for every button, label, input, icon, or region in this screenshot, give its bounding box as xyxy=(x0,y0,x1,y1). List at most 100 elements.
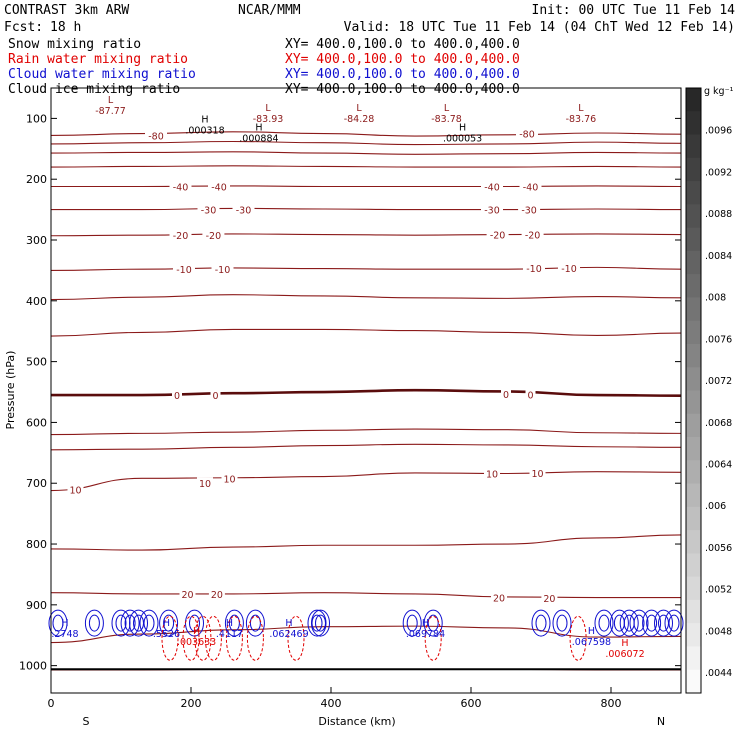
y-tick-label: 200 xyxy=(26,173,47,186)
contour-label: -40 xyxy=(523,183,539,194)
isotherm-5 xyxy=(50,443,682,451)
cloud-water-contour xyxy=(531,609,551,637)
contour-label: -40 xyxy=(484,183,500,194)
cloud-water-contour xyxy=(664,609,684,637)
high-value: .067598 xyxy=(572,637,611,648)
colorbar-swatch xyxy=(686,157,701,182)
colorbar: .0096 .0092 .0088 .0084 .008 .0076 .0072 .0068.… xyxy=(685,87,732,694)
cloud-water-contour xyxy=(642,609,662,637)
cloud-water-contour xyxy=(623,614,635,632)
y-tick-label: 600 xyxy=(26,416,47,429)
colorbar-swatch xyxy=(686,390,701,415)
field-snow-xy: XY= 400.0,100.0 to 400.0,400.0 xyxy=(285,37,520,52)
contour-label-background xyxy=(208,587,225,599)
contour-label: 20 xyxy=(211,590,223,601)
isotherm--30 xyxy=(50,207,682,211)
isotherm--10 xyxy=(50,266,682,271)
contour-label: -40 xyxy=(211,183,227,194)
cloud-water-contour xyxy=(427,614,439,632)
colorbar-swatch xyxy=(686,320,701,345)
cloud-water-contour xyxy=(668,614,680,632)
high-marker: H xyxy=(163,618,170,629)
cloud-water-contour xyxy=(598,614,610,632)
cloud-water-contour xyxy=(115,614,127,632)
colorbar-tick-label: .0068 xyxy=(705,418,732,429)
cloud-water-contour xyxy=(245,609,265,637)
contour-label-background xyxy=(523,261,545,273)
cloud-water-contour xyxy=(402,609,422,637)
rain-water-contour xyxy=(424,615,442,661)
colorbar-tick-label: .008 xyxy=(705,293,726,304)
contour-label-background xyxy=(501,387,511,399)
high-marker: H xyxy=(193,626,200,637)
colorbar-swatch xyxy=(686,460,701,485)
rain-water-contour xyxy=(194,615,212,661)
cloud-water-contour xyxy=(88,614,100,632)
isotherm--70 xyxy=(50,140,682,146)
low-value: -84.28 xyxy=(344,114,375,125)
high-value: .5526 xyxy=(153,629,180,640)
high-marker: H xyxy=(255,123,262,134)
isotherm--2 xyxy=(50,328,682,337)
contour-label-background xyxy=(169,229,192,241)
cloud-water-contour xyxy=(535,614,547,632)
y-tick-label: 1000 xyxy=(19,660,47,673)
rain-water-contour xyxy=(182,615,200,661)
colorbar-swatch xyxy=(686,367,701,391)
colorbar-swatch xyxy=(686,250,701,275)
plot-area: -80 -80 -40 -40 -40 -40 -30 -30 -30 -30 -20 -20 -20 -… xyxy=(48,87,684,694)
rain-water-contour xyxy=(287,615,305,661)
cloud-water-contour xyxy=(646,614,658,632)
contour-label: -10 xyxy=(526,264,542,275)
colorbar-swatch xyxy=(686,437,701,461)
contour-label: -80 xyxy=(148,131,164,142)
contour-label-background xyxy=(221,472,238,484)
x-tick-label: 600 xyxy=(461,697,482,710)
colorbar-swatch xyxy=(686,530,701,554)
contour-label-background xyxy=(481,180,503,192)
colorbar-tick-label: .0056 xyxy=(705,543,732,554)
colorbar-swatch xyxy=(686,646,701,671)
colorbar-swatch xyxy=(686,227,701,252)
high-marker: H xyxy=(201,115,208,126)
contour-label: 20 xyxy=(543,594,555,605)
isotherm--5 xyxy=(50,294,682,301)
isotherm--60 xyxy=(50,151,682,155)
contour-label: 10 xyxy=(223,474,235,485)
high-marker: H xyxy=(621,638,628,649)
y-tick-label: 100 xyxy=(26,112,47,125)
low-value: -87.77 xyxy=(95,106,126,117)
temperature-contours xyxy=(50,131,682,671)
field-cloud-ice-name: Cloud ice mixing ratio xyxy=(8,82,180,97)
isotherm-15 xyxy=(50,534,682,551)
isotherm--20 xyxy=(50,233,682,237)
colorbar-swatch xyxy=(686,413,701,438)
isotherm--40 xyxy=(51,185,682,188)
contour-label: -20 xyxy=(490,231,506,242)
colorbar-swatch xyxy=(686,111,701,136)
high-value: .2748 xyxy=(51,629,78,640)
rain-water-contour xyxy=(161,615,179,661)
rain-water-contour xyxy=(225,615,243,661)
cloud-water-contour xyxy=(307,609,327,637)
contour-label-background xyxy=(525,388,536,400)
colorbar-swatch xyxy=(686,88,701,112)
isotherm-20 xyxy=(50,592,681,599)
cloud-water-contour xyxy=(629,609,649,637)
colorbar-swatch xyxy=(686,506,701,531)
x-axis-title: Distance (km) xyxy=(318,715,395,728)
contour-label-background xyxy=(516,127,538,139)
producer-label: NCAR/MMM xyxy=(238,3,301,18)
x-tick-label: 0 xyxy=(48,697,55,710)
rain-water-contour xyxy=(569,615,587,661)
contour-label: 10 xyxy=(486,469,498,480)
field-cloud-ice-xy: XY= 400.0,100.0 to 400.0,400.0 xyxy=(285,82,520,97)
contour-label: -20 xyxy=(525,231,541,242)
y-tick-label: 800 xyxy=(26,538,47,551)
cloud-water-contour xyxy=(48,609,68,637)
cloud-water-contour xyxy=(613,614,625,632)
contour-label: -40 xyxy=(173,183,189,194)
colorbar-tick-label: .0092 xyxy=(705,167,732,178)
cloud-water-contour xyxy=(228,614,240,632)
contour-labels: -80 -80 -40 -40 -40 -40 -30 -30 -30 -30 -20 -20 -20 -… xyxy=(51,95,644,660)
